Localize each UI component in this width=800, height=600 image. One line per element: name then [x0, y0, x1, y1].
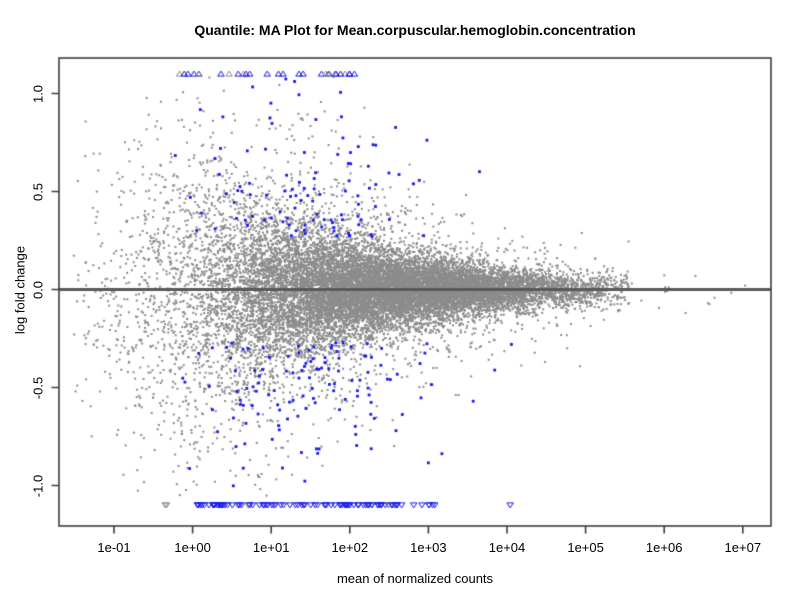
x-tick-label: 1e+00	[174, 540, 211, 555]
y-tick-label: -0.5	[30, 376, 46, 399]
y-tick-label: 1.0	[30, 84, 46, 103]
y-tick-label: 0.5	[30, 182, 46, 201]
x-tick-label: 1e+07	[724, 540, 762, 555]
x-tick-label: 1e+01	[252, 540, 290, 555]
x-tick-label: 1e+03	[410, 540, 447, 555]
x-tick-label: 1e+06	[645, 540, 683, 555]
x-tick-label: 1e+05	[567, 540, 604, 555]
x-tick-label: 1e+02	[331, 540, 369, 555]
x-axis-label: mean of normalized counts	[336, 571, 494, 586]
y-tick-label: 0.0	[30, 280, 46, 299]
x-tick-label: 1e-01	[97, 540, 131, 555]
y-tick-label: -1.0	[30, 474, 46, 497]
x-tick-label: 1e+04	[488, 540, 526, 555]
chart-title: Quantile: MA Plot for Mean.corpuscular.h…	[194, 22, 636, 38]
